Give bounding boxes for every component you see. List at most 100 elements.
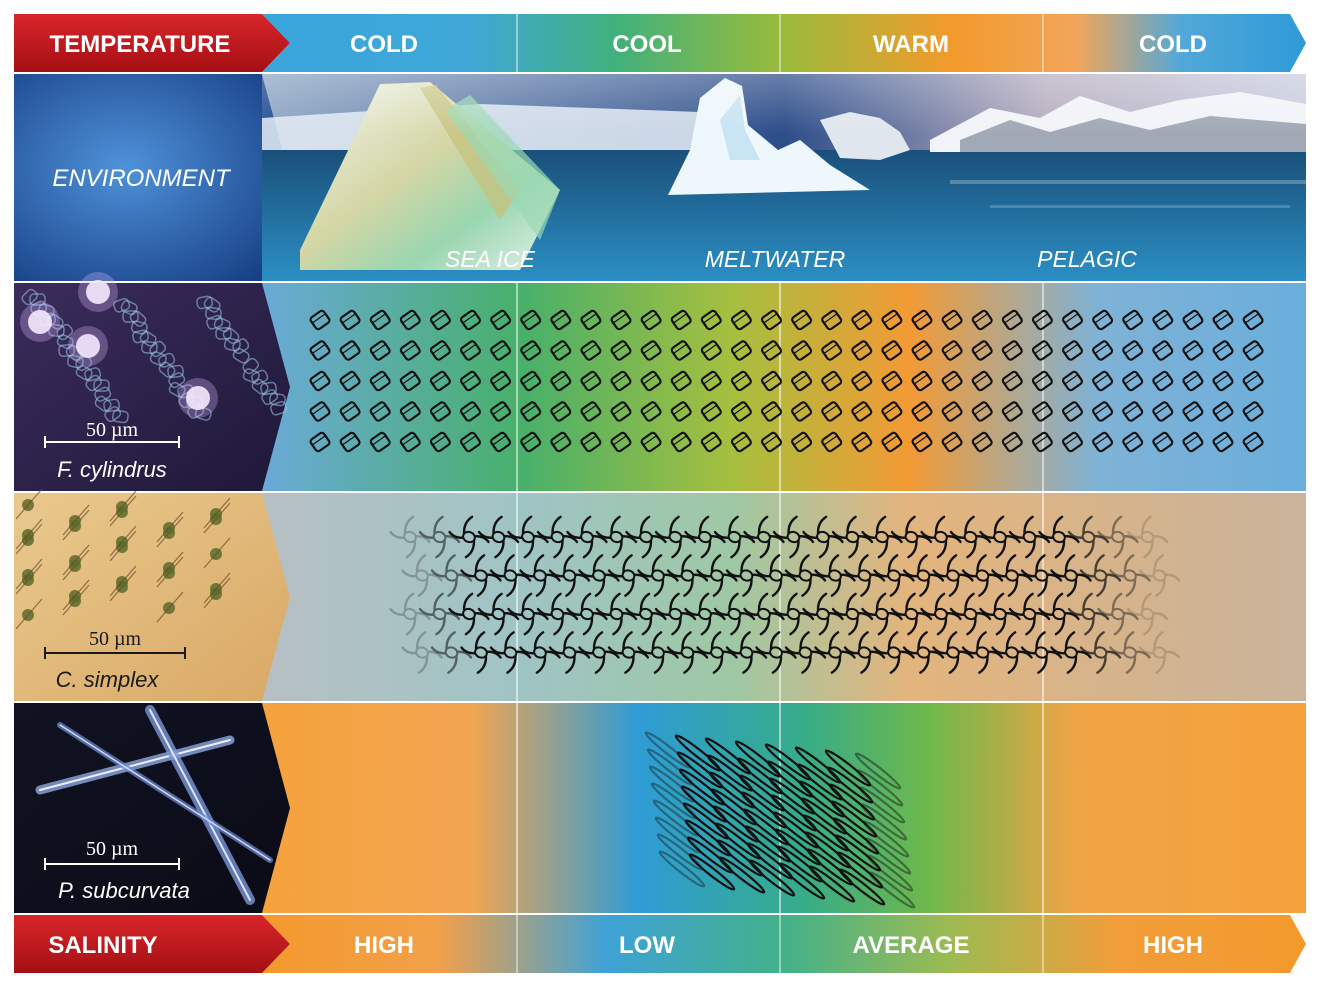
square-cell-chain-icon (1001, 370, 1023, 392)
species-panel-csimplex: 50 µm C. simplex (14, 488, 290, 701)
square-cell-chain-icon (791, 309, 813, 331)
square-cell-chain-icon (1062, 309, 1083, 331)
square-cell-chain-icon (700, 431, 722, 453)
spined-cell-icon (430, 631, 473, 674)
spined-cell-icon (1097, 592, 1139, 636)
salinity-footer: SALINITY HIGH LOW AVERAGE HIGH (14, 915, 1306, 973)
needle-cell-icon (860, 803, 908, 841)
spined-cell-icon (637, 554, 679, 597)
square-cell-chain-icon (1062, 431, 1083, 453)
spined-cell-icon (755, 631, 797, 674)
square-cell-chain-icon (911, 370, 933, 392)
square-cell-chain-icon (580, 309, 602, 331)
square-cell-chain-icon (610, 431, 632, 453)
spined-cell-icon (507, 592, 549, 636)
square-cell-chain-icon (1092, 340, 1114, 361)
square-cell-chain-icon (670, 431, 692, 453)
temperature-col-3: WARM (873, 31, 949, 58)
square-cell-chain-icon (851, 401, 873, 422)
spined-cell-icon (696, 554, 738, 597)
square-cell-chain-icon (1212, 401, 1234, 422)
salinity-label-tab (14, 915, 290, 973)
spined-cell-icon (448, 515, 490, 559)
square-cell-chain-icon (460, 431, 481, 453)
square-cell-chain-icon (941, 340, 963, 361)
square-cell-chain-icon (730, 401, 752, 422)
spined-cell-icon (1050, 554, 1092, 597)
spined-cell-icon (1079, 631, 1122, 674)
salinity-col-4: HIGH (1143, 932, 1203, 959)
square-cell-chain-icon (1152, 401, 1174, 422)
square-cell-chain-icon (429, 431, 451, 453)
square-cell-chain-icon (791, 431, 813, 453)
scene-label-pelagic: PELAGIC (1037, 246, 1137, 272)
spined-cell-icon (949, 592, 992, 636)
square-cell-chain-icon (369, 431, 391, 453)
square-cell-chain-icon (610, 401, 632, 422)
square-cell-chain-icon (761, 401, 782, 422)
spined-cell-icon (566, 592, 608, 636)
square-cell-chain-icon (490, 401, 512, 422)
square-cell-chain-icon (670, 401, 692, 422)
needle-cell-icon (824, 749, 872, 787)
spined-cell-icon (401, 554, 443, 597)
spined-cell-icon (536, 592, 579, 636)
spined-cell-icon (1008, 592, 1051, 636)
spined-cell-icon (802, 592, 844, 636)
square-cell-chain-icon (339, 309, 361, 331)
spined-cell-icon (1079, 554, 1122, 597)
square-cell-chain-icon (610, 370, 632, 392)
square-cell-chain-icon (399, 401, 421, 422)
square-cell-chain-icon (580, 431, 602, 453)
spined-cell-icon (802, 515, 844, 559)
square-cell-chain-icon (1001, 401, 1023, 422)
square-cell-chain-icon (1001, 309, 1023, 331)
psubcurvata-cell-grid (644, 731, 916, 909)
square-cell-chain-icon (640, 340, 662, 361)
csimplex-cell-grid (389, 515, 1181, 674)
scale-bar-label: 50 µm (86, 838, 139, 860)
square-cell-chain-icon (730, 309, 752, 331)
square-cell-chain-icon (1031, 309, 1053, 331)
square-cell-chain-icon (309, 309, 331, 331)
spined-cell-icon (784, 554, 827, 597)
square-cell-chain-icon (971, 401, 993, 422)
square-cell-chain-icon (941, 431, 963, 453)
square-cell-chain-icon (399, 431, 421, 453)
spined-cell-icon (961, 631, 1004, 674)
salinity-label: SALINITY (48, 932, 157, 959)
square-cell-chain-icon (580, 401, 602, 422)
spined-cell-icon (654, 515, 697, 559)
spined-cell-icon (666, 631, 709, 674)
spined-cell-icon (713, 515, 756, 559)
spined-cell-icon (902, 631, 945, 674)
spined-cell-icon (1138, 554, 1181, 597)
square-cell-chain-icon (1212, 431, 1234, 453)
csimplex-distribution-band (262, 493, 1306, 701)
spined-cell-icon (861, 592, 903, 636)
square-cell-chain-icon (399, 309, 421, 331)
square-cell-chain-icon (670, 340, 692, 361)
square-cell-chain-icon (1031, 401, 1053, 422)
square-cell-chain-icon (1242, 370, 1264, 392)
square-cell-chain-icon (610, 309, 632, 331)
square-cell-chain-icon (1122, 431, 1144, 453)
spined-cell-icon (1050, 631, 1092, 674)
square-cell-chain-icon (881, 431, 903, 453)
spined-cell-icon (430, 554, 473, 597)
temperature-label: TEMPERATURE (50, 31, 231, 58)
square-cell-chain-icon (520, 431, 542, 453)
spined-cell-icon (743, 592, 785, 636)
spined-cell-icon (949, 515, 992, 559)
temperature-label-tab (14, 14, 290, 72)
square-cell-chain-icon (1152, 340, 1174, 361)
square-cell-chain-icon (550, 370, 572, 392)
species-name: P. subcurvata (58, 878, 190, 903)
spined-cell-icon (607, 631, 650, 674)
spined-cell-icon (902, 554, 945, 597)
spined-cell-icon (873, 631, 915, 674)
square-cell-chain-icon (851, 309, 873, 331)
spined-cell-icon (932, 631, 974, 674)
square-cell-chain-icon (460, 401, 481, 422)
